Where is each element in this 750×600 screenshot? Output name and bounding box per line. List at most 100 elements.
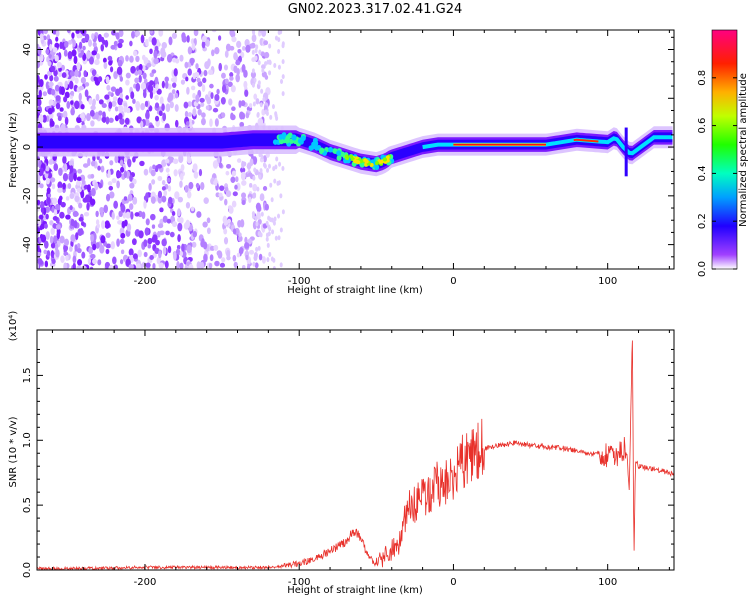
noise-dot: [236, 252, 241, 258]
noise-dot: [157, 190, 163, 199]
spectrogram-x-label: Height of straight line (km): [287, 285, 423, 296]
noise-dot: [120, 249, 125, 255]
noise-dot: [90, 253, 96, 259]
noise-dot: [167, 185, 172, 192]
noise-dot: [190, 206, 195, 212]
noise-dot: [166, 177, 171, 183]
noise-dot: [140, 103, 146, 111]
noise-dot: [233, 52, 238, 60]
noise-dot: [120, 204, 126, 213]
noise-dot: [266, 257, 270, 263]
noise-dot: [239, 167, 246, 174]
noise-dot: [214, 260, 220, 267]
noise-dot: [71, 49, 77, 57]
noise-dot: [191, 42, 196, 51]
noise-dot: [93, 76, 98, 82]
noise-dot: [179, 172, 184, 181]
noise-dot: [173, 251, 177, 261]
noise-dot: [224, 50, 229, 58]
noise-dot: [117, 59, 123, 67]
noise-dot: [256, 186, 260, 192]
noise-dot: [146, 62, 152, 68]
noise-dot: [82, 163, 89, 168]
noise-dot: [251, 49, 255, 55]
noise-dot: [161, 103, 165, 112]
noise-dot: [81, 251, 86, 259]
noise-dot: [248, 196, 252, 203]
noise-dot: [37, 61, 40, 69]
noise-dot: [279, 227, 283, 233]
noise-dot: [59, 235, 65, 244]
noise-dot: [257, 80, 261, 86]
noise-dot: [141, 54, 146, 61]
noise-dot: [187, 68, 192, 76]
noise-dot: [154, 115, 160, 122]
noise-dot: [268, 251, 272, 257]
noise-dot: [227, 81, 233, 88]
noise-dot: [266, 167, 270, 173]
noise-dot: [158, 110, 163, 117]
noise-dot: [174, 92, 179, 99]
noise-dot: [101, 103, 107, 109]
noise-dot: [156, 231, 161, 238]
noise-dot: [56, 61, 62, 69]
noise-dot: [110, 241, 115, 250]
noise-dot: [152, 234, 158, 242]
noise-dot: [98, 158, 103, 164]
noise-dot: [260, 211, 264, 217]
noise-dot: [138, 63, 143, 71]
noise-dot: [108, 60, 113, 66]
noise-dot: [251, 30, 255, 34]
noise-dot: [55, 95, 61, 101]
noise-dot: [111, 100, 117, 107]
noise-dot: [233, 261, 238, 268]
noise-dot: [238, 232, 242, 238]
noise-dot: [60, 255, 65, 264]
noise-dot: [241, 112, 246, 120]
noise-dot: [58, 195, 63, 201]
noise-dot: [209, 83, 214, 89]
noise-dot: [180, 79, 186, 85]
noise-dot: [69, 193, 75, 199]
noise-dot: [200, 182, 205, 191]
noise-dot: [50, 227, 55, 236]
noise-dot: [192, 163, 198, 172]
noise-dot: [54, 42, 60, 49]
noise-dot: [196, 77, 201, 83]
noise-dot: [139, 160, 145, 167]
noise-dot: [64, 40, 69, 48]
noise-dot: [148, 183, 152, 191]
noise-dot: [49, 43, 53, 51]
noise-dot: [95, 93, 100, 102]
noise-dot: [255, 202, 261, 211]
noise-dot: [277, 37, 281, 43]
noise-dot: [88, 246, 94, 255]
noise-dot: [116, 238, 120, 247]
noise-dot: [128, 248, 134, 256]
noise-dot: [167, 245, 172, 254]
noise-dot: [251, 211, 255, 217]
y-tick-label: 1.0: [22, 432, 33, 448]
noise-dot: [241, 64, 246, 73]
noise-dot: [258, 253, 263, 261]
noise-dot: [166, 53, 173, 63]
noise-dot: [135, 82, 141, 92]
noise-dot: [149, 30, 154, 34]
noise-dot: [134, 212, 140, 217]
noise-dot: [220, 96, 226, 105]
noise-dot: [113, 40, 118, 47]
colorbar-tick-label: 0.8: [697, 70, 708, 86]
noise-dot: [48, 99, 54, 106]
x-tick-label: -200: [134, 276, 157, 287]
noise-dot: [114, 115, 119, 122]
noise-dot: [205, 39, 210, 47]
ridge-blob: [328, 146, 334, 153]
noise-dot: [158, 262, 164, 269]
noise-dot: [69, 70, 76, 77]
colorbar-ticks: 0.0 0.2 0.4 0.6 0.8: [697, 70, 737, 277]
noise-dot: [100, 44, 105, 52]
noise-dot: [96, 223, 100, 229]
noise-dot: [211, 30, 217, 33]
noise-dot: [40, 167, 44, 176]
noise-dot: [185, 201, 191, 209]
